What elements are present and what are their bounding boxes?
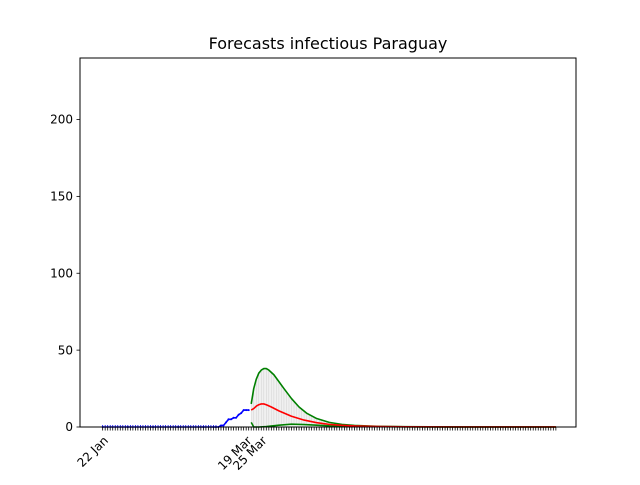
y-tick-label: 50: [58, 343, 73, 357]
observed-point: [219, 424, 222, 427]
observed-point: [242, 409, 245, 412]
series-layer: [101, 367, 556, 428]
y-tick-label: 200: [50, 113, 73, 127]
observed-point: [235, 416, 238, 419]
observed-point: [232, 416, 235, 419]
series-line-observed: [102, 409, 249, 428]
x-tick-label: 22 Jan: [75, 433, 111, 469]
y-tick-label: 150: [50, 190, 73, 204]
observed-point: [227, 418, 230, 421]
observed-point: [230, 418, 233, 421]
forecast-band-layer: [251, 368, 556, 427]
observed-point: [240, 412, 243, 415]
forecast-uncertainty-band: [251, 368, 556, 427]
observed-point: [237, 413, 240, 416]
plot-frame: [79, 57, 577, 428]
y-tick-label: 100: [50, 266, 73, 280]
observed-point: [225, 421, 228, 424]
observed-point: [222, 424, 225, 427]
y-tick-label: 0: [65, 420, 73, 434]
chart-title: Forecasts infectious Paraguay: [209, 34, 448, 53]
observed-point: [245, 409, 248, 412]
observed-point: [247, 409, 250, 412]
